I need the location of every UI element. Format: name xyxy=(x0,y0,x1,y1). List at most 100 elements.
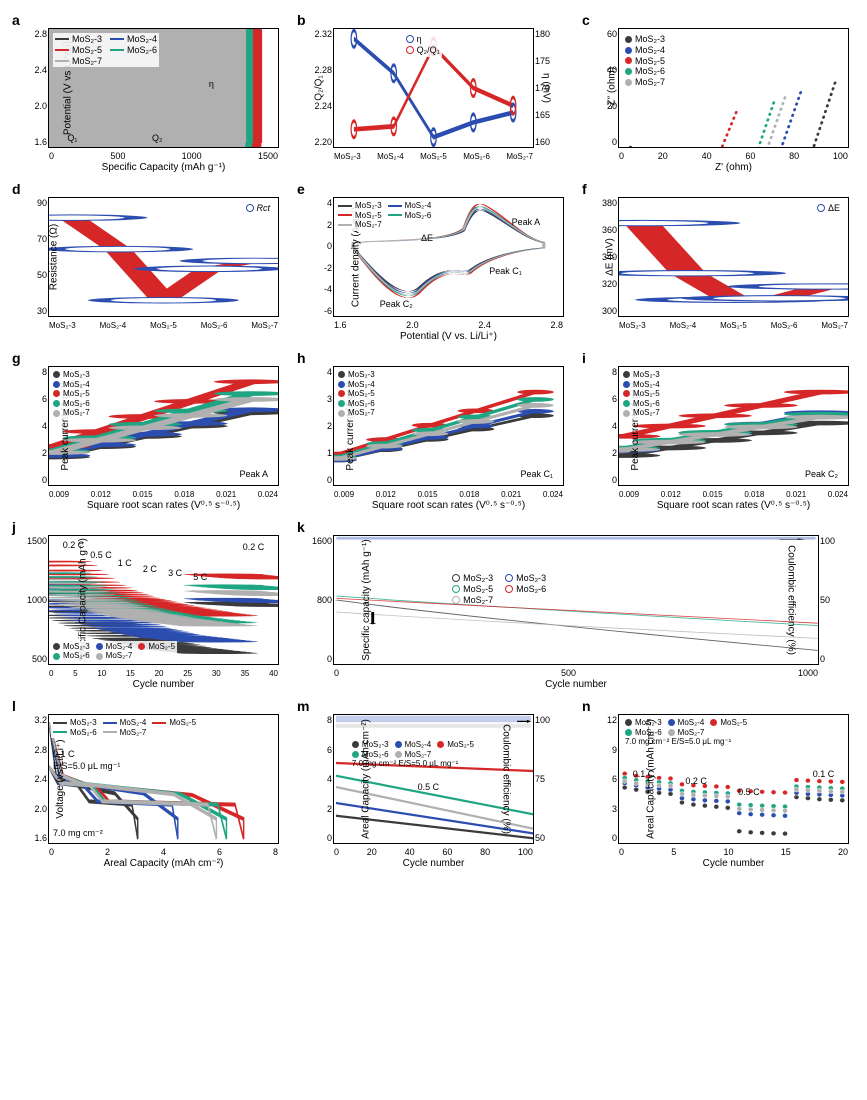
panel-h: h Peak current (A g⁻¹) 43210 MoS₂-3 MoS₂… xyxy=(295,348,572,511)
xtick: MoS₂-4 xyxy=(670,321,697,330)
plot-g: Peak current (A g⁻¹) 86420 MoS₂-3 MoS₂-4… xyxy=(48,366,279,486)
ytick: 2.8 xyxy=(34,29,47,39)
legend-label: MoS₂-4 xyxy=(405,740,432,750)
panel-label-i: i xyxy=(582,350,586,366)
legend-label: MoS₂-6 xyxy=(348,399,375,409)
panel-k: k Specific capacity (mAh g⁻¹) Coulombic … xyxy=(295,517,857,690)
legend-l: MoS₂-3 MoS₂-4 MoS₂-5 MoS₂-6 MoS₂-7 xyxy=(51,717,198,738)
plot-n: Areal Capacity (mAh cm⁻²) 129630 MoS₂-3 … xyxy=(618,714,849,844)
legend-j: MoS₂-3 MoS₂-4 MoS₂-5 MoS₂-6 MoS₂-7 xyxy=(51,641,177,662)
legend-label: MoS₂-7 xyxy=(355,220,382,230)
xtick: MoS₂-7 xyxy=(821,321,848,330)
xlabel-n: Cycle number xyxy=(618,858,849,869)
plot-j: Specific Capacity (mAh g⁻¹) 15001000500 … xyxy=(48,535,279,665)
xlabel-g: Square root scan rates (V⁰·⁵ s⁻⁰·⁵) xyxy=(48,500,279,511)
legend-label: MoS₂-3 xyxy=(463,573,493,584)
panel-label-n: n xyxy=(582,698,591,714)
annot: 0.1 C xyxy=(53,749,75,759)
panel-label-b: b xyxy=(297,12,306,28)
xlabel-c: Z' (ohm) xyxy=(618,162,849,173)
annot-peakC2-title: Peak C₂ xyxy=(805,469,838,479)
panel-m: m Areal Capacity (mAh cm⁻²) Coulombic ef… xyxy=(295,696,572,869)
c-rate-label: 2 C xyxy=(143,564,157,574)
plot-a: Potential (V vs Li⁺/Li) 2.8 2.4 2.0 1.6 xyxy=(48,28,279,148)
plot-k: Specific capacity (mAh g⁻¹) Coulombic ef… xyxy=(333,535,819,665)
ytick: 1.6 xyxy=(34,137,47,147)
plot-b: Q₂/Q₁ η (mV) 2.322.282.242.20 1801751701… xyxy=(333,28,534,148)
c-rate-label: 0.2 C xyxy=(63,540,85,550)
annot-eta: η xyxy=(209,79,214,89)
panel-j: j Specific Capacity (mAh g⁻¹) 1500100050… xyxy=(10,517,287,690)
legend-label: MoS₂-6 xyxy=(635,66,665,77)
xtick: MoS₂-7 xyxy=(506,152,533,161)
panel-label-g: g xyxy=(12,350,21,366)
legend-label: MoS₂-7 xyxy=(348,408,375,418)
legend-label: MoS₂-5 xyxy=(633,389,660,399)
legend-label: MoS₂-3 xyxy=(633,370,660,380)
xtick: MoS₂-7 xyxy=(251,321,278,330)
panel-d: d Resistance (Ω) 90705030 Rct M xyxy=(10,179,287,342)
xticks-d: MoS₂-3 MoS₂-4 MoS₂-5 MoS₂-6 MoS₂-7 xyxy=(49,321,278,330)
legend-label: MoS₂-7 xyxy=(678,728,705,738)
xticks-m: 020406080100 xyxy=(334,847,533,857)
ytick: 2.0 xyxy=(34,101,47,111)
xticks-j: 0510152025303540 xyxy=(49,669,278,678)
annot-peakA-title: Peak A xyxy=(239,469,268,479)
xticks-g: 0.0090.0120.0150.0180.0210.024 xyxy=(49,490,278,499)
xticks-n: 05101520 xyxy=(619,847,848,857)
panel-label-c: c xyxy=(582,12,590,28)
legend-label: MoS₂-6 xyxy=(405,211,432,221)
panel-label-k: k xyxy=(297,519,305,535)
xlabel-f xyxy=(618,331,849,342)
xlabel-m: Cycle number xyxy=(333,858,534,869)
c-rate-label: 0.2 C xyxy=(243,542,265,552)
plot-d: Resistance (Ω) 90705030 Rct MoS₂-3 MoS₂-… xyxy=(48,197,279,317)
legend-label: MoS₂-7 xyxy=(633,408,660,418)
panel-label-f: f xyxy=(582,181,587,197)
xtick: MoS₂-4 xyxy=(377,152,404,161)
legend-label: MoS₂-4 xyxy=(635,45,665,56)
legend-label: MoS₂-3 xyxy=(355,201,382,211)
legend-label: MoS₂-4 xyxy=(633,380,660,390)
xlabel-l: Areal Capacity (mAh cm⁻²) xyxy=(48,858,279,869)
yticks-a: 2.8 2.4 2.0 1.6 xyxy=(21,29,47,147)
xticks-i: 0.0090.0120.0150.0180.0210.024 xyxy=(619,490,848,499)
xlabel-e: Potential (V vs. Li/Li⁺) xyxy=(333,331,564,342)
legend-label: MoS₂-5 xyxy=(348,389,375,399)
plot-c: -Z'' (ohm) 6040200 MoS₂-3 MoS₂-4 MoS₂-5 xyxy=(618,28,849,148)
ylabel-m-left: Areal Capacity (mAh cm⁻²) xyxy=(360,719,371,839)
yticks-h: 43210 xyxy=(306,367,332,485)
xlabel-j: Cycle number xyxy=(48,679,279,690)
xtick: MoS₂-5 xyxy=(720,321,747,330)
legend-label: MoS₂-5 xyxy=(447,740,474,750)
ylabel-d: Resistance (Ω) xyxy=(49,224,60,290)
xticks-l: 02468 xyxy=(49,847,278,857)
xlabel-d xyxy=(48,331,279,342)
legend-label: MoS₂-4 xyxy=(120,718,147,728)
legend-label: η xyxy=(417,34,422,45)
annot: E/S=5.0 μL mg⁻¹ xyxy=(53,761,120,772)
legend-label: MoS₂-7 xyxy=(635,77,665,88)
xtick: MoS₂-3 xyxy=(619,321,646,330)
legend-m: MoS₂-3 MoS₂-4 MoS₂-5 MoS₂-6 MoS₂-7 7.0 m… xyxy=(350,739,476,770)
legend-f: ΔE xyxy=(815,202,842,215)
annot-q2: Q₂ xyxy=(152,133,163,143)
c-rate-label: 0.1 C xyxy=(813,769,835,779)
c-rate-label: 0.2 C xyxy=(685,776,707,786)
annot-peakC1: Peak C₁ xyxy=(489,266,522,276)
panel-label-h: h xyxy=(297,350,306,366)
panel-e: e Current density (A g⁻¹) 420-2-4-6 xyxy=(295,179,572,342)
legend-label: MoS₂-5 xyxy=(635,56,665,67)
xlabel-b xyxy=(333,162,534,173)
figure-grid: a Potential (V vs Li⁺/Li) 2.8 2.4 2.0 1.… xyxy=(10,10,857,869)
legend-label: MoS₂-5 xyxy=(63,389,90,399)
ylabel-k-left: Specific capacity (mAh g⁻¹) xyxy=(361,539,372,660)
yticks-k-left: 16008000 xyxy=(306,536,332,664)
legend-label: MoS₂-3 xyxy=(516,573,546,584)
legend-label: MoS₂-5 xyxy=(463,584,493,595)
yticks-g: 86420 xyxy=(21,367,47,485)
legend-c: MoS₂-3 MoS₂-4 MoS₂-5 MoS₂-6 MoS₂-7 xyxy=(623,33,667,89)
xticks-f: MoS₂-3 MoS₂-4 MoS₂-5 MoS₂-6 MoS₂-7 xyxy=(619,321,848,330)
legend-label: MoS₂-7 xyxy=(72,56,102,67)
xlabel-h: Square root scan rates (V⁰·⁵ s⁻⁰·⁵) xyxy=(333,500,564,511)
